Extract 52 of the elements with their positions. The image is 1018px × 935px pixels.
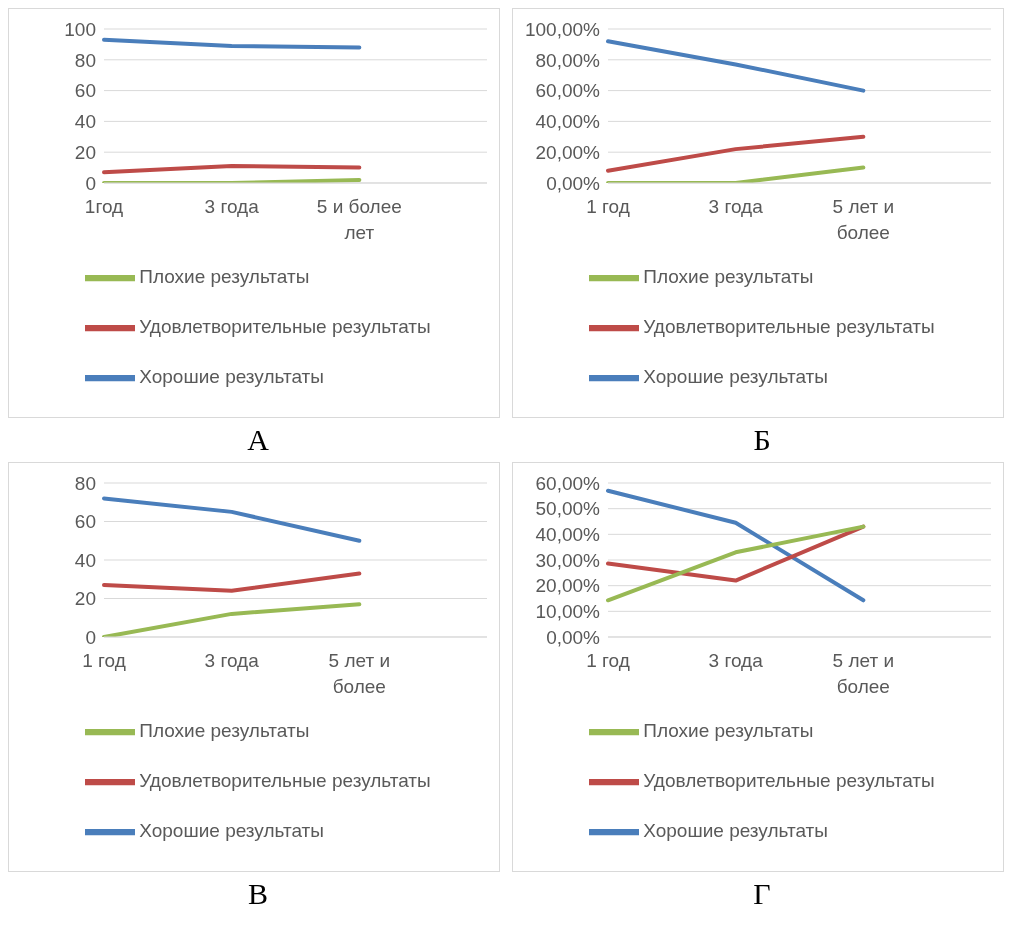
y-tick-label: 100 xyxy=(64,18,96,40)
legend-label: Хорошие результаты xyxy=(643,820,828,842)
y-tick-label: 0 xyxy=(85,172,96,194)
y-tick-label: 40,00% xyxy=(535,111,601,133)
legend-label: Плохие результаты xyxy=(643,720,814,742)
y-tick-label: 20,00% xyxy=(535,575,601,597)
y-tick-label: 60,00% xyxy=(535,80,601,102)
legend-label: Удовлетворительные результаты xyxy=(139,770,431,792)
y-tick-label: 100,00% xyxy=(524,18,601,40)
x-tick-label: 3 года xyxy=(204,650,260,671)
legend-label: Удовлетворительные результаты xyxy=(643,770,935,792)
y-tick-label: 20 xyxy=(74,588,96,610)
x-tick-label: 3 года xyxy=(708,650,764,671)
x-tick-label: 5 и более лет xyxy=(316,196,402,243)
y-tick-label: 0 xyxy=(85,626,96,648)
legend-label: Плохие результаты xyxy=(139,720,310,742)
y-tick-label: 40 xyxy=(74,549,96,571)
y-tick-label: 60,00% xyxy=(535,472,601,494)
y-tick-label: 80 xyxy=(74,49,96,71)
x-tick-label: 1 год xyxy=(82,650,126,671)
x-tick-label: 3 года xyxy=(204,196,260,217)
text: В xyxy=(247,876,269,912)
legend-label: Хорошие результаты xyxy=(139,366,324,388)
text: А xyxy=(246,422,270,458)
y-tick-label: 0,00% xyxy=(546,626,601,648)
y-tick-label: 80,00% xyxy=(535,49,601,71)
y-tick-label: 20,00% xyxy=(535,141,601,163)
x-tick-label: 5 лет и более xyxy=(328,650,391,697)
x-tick-label: 1год xyxy=(84,196,124,217)
y-tick-label: 60 xyxy=(74,80,96,102)
legend-label: Удовлетворительные результаты xyxy=(139,316,431,338)
x-tick-label: 1 год xyxy=(586,650,630,671)
legend-label: Удовлетворительные результаты xyxy=(643,316,935,338)
legend-label: Хорошие результаты xyxy=(643,366,828,388)
legend-label: Хорошие результаты xyxy=(139,820,324,842)
y-tick-label: 20 xyxy=(74,141,96,163)
x-tick-label: 5 лет и более xyxy=(832,650,895,697)
x-tick-label: 3 года xyxy=(708,196,764,217)
legend-label: Плохие результаты xyxy=(643,266,814,288)
y-tick-label: 60 xyxy=(74,511,96,533)
y-tick-label: 30,00% xyxy=(535,549,601,571)
x-tick-label: 5 лет и более xyxy=(832,196,895,243)
y-tick-label: 40,00% xyxy=(535,524,601,546)
legend-label: Плохие результаты xyxy=(139,266,310,288)
y-tick-label: 40 xyxy=(74,111,96,133)
y-tick-label: 50,00% xyxy=(535,498,601,520)
x-tick-label: 1 год xyxy=(586,196,630,217)
text: Г xyxy=(752,876,772,912)
y-tick-label: 10,00% xyxy=(535,601,601,623)
y-tick-label: 0,00% xyxy=(546,172,601,194)
y-tick-label: 80 xyxy=(74,472,96,494)
text: Б xyxy=(752,422,772,458)
